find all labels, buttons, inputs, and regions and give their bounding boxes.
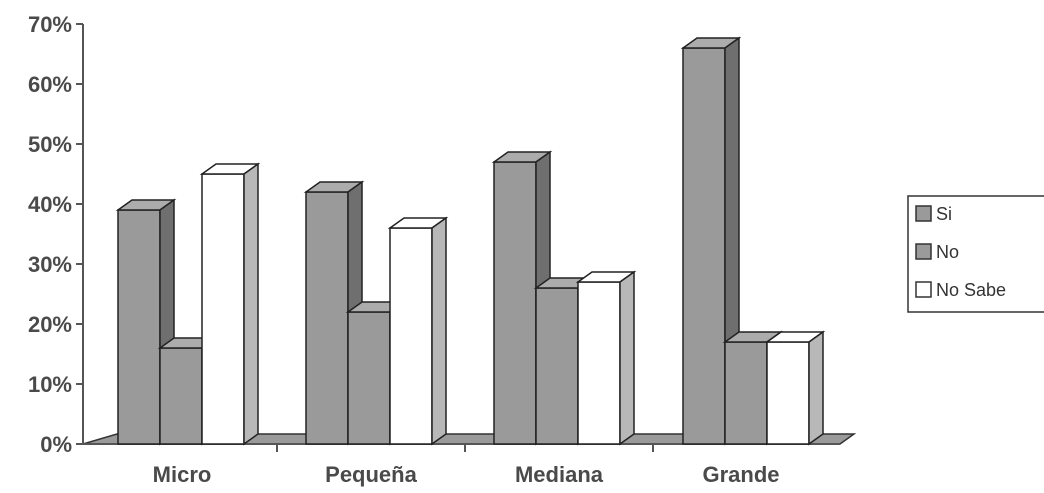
y-tick-label: 10% — [28, 372, 72, 397]
y-tick-label: 50% — [28, 132, 72, 157]
bar-front — [305, 191, 349, 445]
bar — [199, 162, 261, 446]
y-tick-label: 30% — [28, 252, 72, 277]
legend-label: No Sabe — [936, 280, 1006, 300]
category-label: Pequeña — [325, 462, 417, 487]
y-axis-ticks: 0% 10% 20% 30% 40% 50% 60% 70% — [28, 12, 83, 457]
y-tick-label: 0% — [40, 432, 72, 457]
bar — [575, 270, 637, 446]
bar — [680, 36, 742, 446]
category-labels: Micro Pequeña Mediana Grande — [153, 444, 780, 487]
bar — [387, 216, 449, 446]
bars — [115, 36, 826, 446]
bar-front — [766, 341, 810, 445]
bar-front — [724, 341, 768, 445]
category-label: Grande — [702, 462, 779, 487]
bar-side — [808, 330, 824, 446]
legend-swatch — [915, 243, 932, 260]
bar-side — [619, 270, 635, 446]
legend-swatch — [915, 205, 932, 222]
y-tick-label: 40% — [28, 192, 72, 217]
y-tick-label: 70% — [28, 12, 72, 37]
bar-front — [201, 173, 245, 445]
bar-front — [389, 227, 433, 445]
legend-swatch — [915, 281, 932, 298]
bar-front — [347, 311, 391, 445]
category-label: Micro — [153, 462, 212, 487]
legend-label: Si — [936, 204, 952, 224]
y-tick-label: 60% — [28, 72, 72, 97]
bar-side — [243, 162, 259, 446]
bar-front — [682, 47, 726, 445]
bar-front — [493, 161, 537, 445]
bar-side — [431, 216, 447, 446]
bar-front — [117, 209, 161, 445]
bar-front — [535, 287, 579, 445]
category-label: Mediana — [515, 462, 604, 487]
legend: Si No No Sabe — [907, 195, 1044, 313]
bar — [764, 330, 826, 446]
y-tick-label: 20% — [28, 312, 72, 337]
legend-label: No — [936, 242, 959, 262]
bar-front — [577, 281, 621, 445]
bar-front — [159, 347, 203, 445]
